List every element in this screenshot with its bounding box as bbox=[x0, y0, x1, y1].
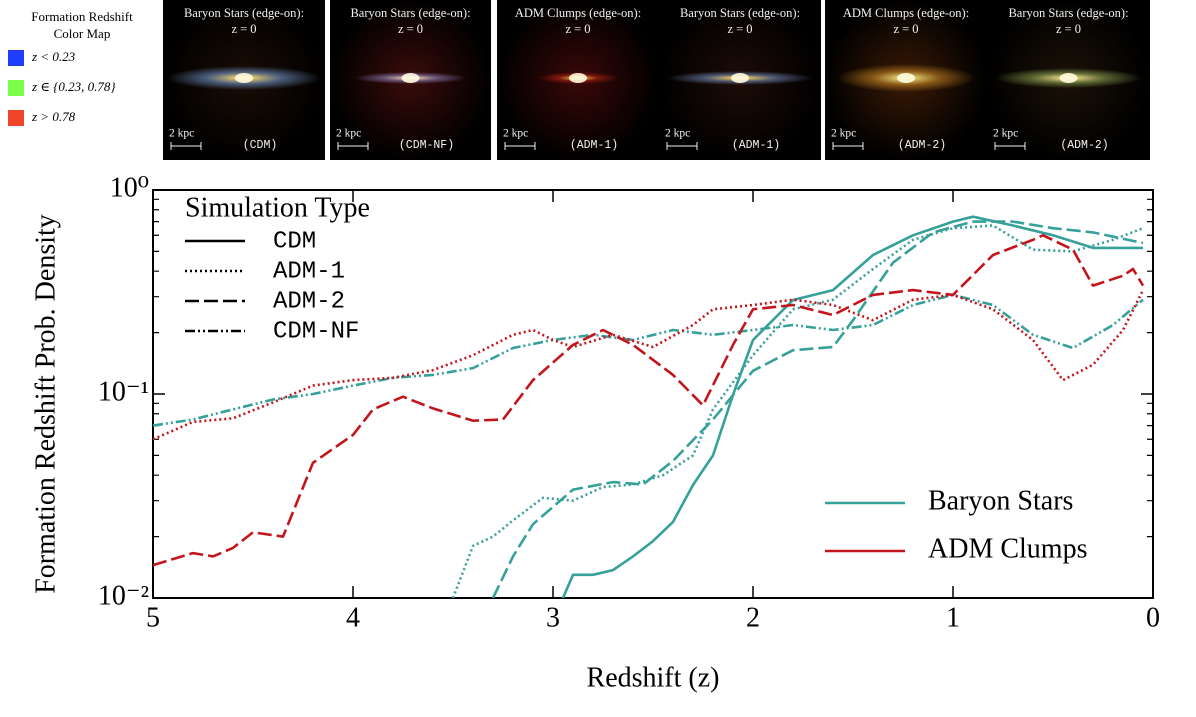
series-line bbox=[153, 289, 1145, 441]
panel-label: (ADM-1) bbox=[732, 139, 780, 152]
scale-label: 2 kpc bbox=[169, 128, 194, 140]
scale-bar bbox=[337, 142, 369, 150]
panel-label: (CDM-NF) bbox=[399, 139, 454, 152]
panel-title: ADM Clumps (edge-on): bbox=[843, 6, 969, 20]
galaxy-core bbox=[1059, 73, 1078, 83]
x-tick-label: 2 bbox=[746, 602, 760, 633]
scale-label: 2 kpc bbox=[665, 128, 690, 140]
galaxy-core bbox=[401, 73, 420, 83]
colormap-title: Formation Redshift bbox=[31, 9, 133, 24]
legend-label: ADM-2 bbox=[273, 288, 345, 315]
series-line bbox=[491, 220, 1144, 598]
colormap-label: z ∈ {0.23, 0.78} bbox=[31, 79, 116, 94]
scale-label: 2 kpc bbox=[503, 128, 528, 140]
series-line bbox=[451, 224, 1144, 598]
panel-subtitle: z = 0 bbox=[1056, 22, 1081, 36]
legend-label: ADM-1 bbox=[273, 258, 345, 285]
galaxy-core bbox=[897, 73, 915, 83]
galaxy-core bbox=[569, 73, 587, 83]
x-tick-label: 5 bbox=[146, 602, 160, 633]
galaxy-core bbox=[235, 73, 253, 83]
panel-label: (ADM-2) bbox=[1060, 139, 1108, 152]
y-axis-label: Formation Redshift Prob. Density bbox=[30, 214, 61, 594]
panel-subtitle: z = 0 bbox=[893, 22, 918, 36]
colormap-swatch bbox=[8, 50, 24, 66]
colormap-label: z > 0.78 bbox=[31, 109, 76, 124]
x-tick-label: 4 bbox=[346, 602, 360, 633]
legend-label: CDM-NF bbox=[273, 318, 359, 345]
scale-label: 2 kpc bbox=[831, 128, 856, 140]
panel-title: Baryon Stars (edge-on): bbox=[350, 6, 470, 20]
panel-subtitle: z = 0 bbox=[231, 22, 256, 36]
scale-label: 2 kpc bbox=[336, 128, 361, 140]
panel-subtitle: z = 0 bbox=[727, 22, 752, 36]
scale-bar bbox=[994, 142, 1026, 150]
colormap-label: z < 0.23 bbox=[31, 49, 76, 64]
panel-label: (ADM-1) bbox=[570, 139, 618, 152]
galaxy-core bbox=[731, 73, 749, 83]
x-axis-label: Redshift (z) bbox=[587, 662, 720, 693]
colormap-swatch bbox=[8, 80, 24, 96]
series-line bbox=[153, 234, 1145, 567]
x-tick-label: 0 bbox=[1146, 602, 1160, 633]
panel-label: (ADM-2) bbox=[898, 139, 946, 152]
plot: 5 4 3 2 1 0 10⁰ 10⁻¹ 10⁻² Redshift (z) Formation R… bbox=[30, 172, 1160, 693]
colormap-title: Color Map bbox=[54, 26, 111, 41]
scale-label: 2 kpc bbox=[993, 128, 1018, 140]
panel-label: (CDM) bbox=[243, 139, 278, 152]
panel-title: Baryon Stars (edge-on): bbox=[680, 6, 800, 20]
legend-label: ADM Clumps bbox=[928, 533, 1087, 564]
y-tick-label: 10⁰ bbox=[110, 172, 149, 203]
scale-bar bbox=[170, 142, 202, 150]
image-strip: Formation Redshift Color Map z < 0.23 z ∈ {… bbox=[8, 0, 1150, 160]
series-group bbox=[153, 215, 1145, 598]
panel-title: Baryon Stars (edge-on): bbox=[1008, 6, 1128, 20]
legend-label: CDM bbox=[273, 228, 316, 255]
y-tick-label: 10⁻¹ bbox=[98, 376, 149, 407]
y-tick-label: 10⁻² bbox=[98, 580, 149, 611]
colormap-swatch bbox=[8, 110, 24, 126]
scale-bar bbox=[832, 142, 864, 150]
scale-bar bbox=[504, 142, 536, 150]
series-line bbox=[153, 293, 1144, 427]
x-tick-label: 3 bbox=[546, 602, 560, 633]
legend-label: Baryon Stars bbox=[928, 485, 1073, 516]
panel-title: ADM Clumps (edge-on): bbox=[515, 6, 641, 20]
scale-bar bbox=[666, 142, 698, 150]
panel-title: Baryon Stars (edge-on): bbox=[184, 6, 304, 20]
panel-subtitle: z = 0 bbox=[398, 22, 423, 36]
x-tick-label: 1 bbox=[946, 602, 960, 633]
legend-title: Simulation Type bbox=[185, 192, 370, 223]
panel-subtitle: z = 0 bbox=[565, 22, 590, 36]
